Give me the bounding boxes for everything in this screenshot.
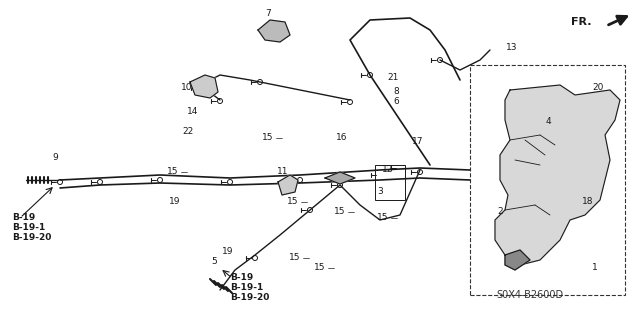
Text: 20: 20 bbox=[592, 84, 604, 93]
Text: 15: 15 bbox=[287, 197, 299, 206]
Text: 16: 16 bbox=[336, 133, 348, 143]
Text: B-19: B-19 bbox=[230, 273, 253, 283]
Text: 22: 22 bbox=[182, 128, 194, 137]
Text: 15: 15 bbox=[334, 207, 346, 217]
Text: 19: 19 bbox=[222, 248, 234, 256]
Text: 14: 14 bbox=[188, 108, 198, 116]
Text: 10: 10 bbox=[181, 84, 193, 93]
Bar bbox=[470, 65, 625, 295]
Text: FR.: FR. bbox=[572, 17, 592, 27]
Text: 17: 17 bbox=[412, 137, 424, 146]
Text: B-19-1: B-19-1 bbox=[230, 284, 263, 293]
Text: 18: 18 bbox=[582, 197, 594, 206]
Polygon shape bbox=[325, 172, 355, 184]
Text: 15: 15 bbox=[289, 254, 301, 263]
Text: B-19-1: B-19-1 bbox=[12, 224, 45, 233]
Polygon shape bbox=[505, 250, 530, 270]
Text: S0X4-B2600D: S0X4-B2600D bbox=[497, 290, 564, 300]
Text: 12: 12 bbox=[382, 166, 394, 174]
Text: 21: 21 bbox=[387, 73, 399, 83]
Text: 2: 2 bbox=[497, 207, 503, 217]
Text: B-19-20: B-19-20 bbox=[230, 293, 269, 302]
Text: 15: 15 bbox=[262, 133, 274, 143]
Polygon shape bbox=[190, 75, 218, 98]
Text: 19: 19 bbox=[169, 197, 180, 206]
Polygon shape bbox=[258, 20, 290, 42]
Text: 15: 15 bbox=[167, 167, 179, 176]
Text: 13: 13 bbox=[506, 43, 518, 53]
Text: 3: 3 bbox=[377, 188, 383, 197]
Text: 4: 4 bbox=[545, 117, 551, 127]
Text: 15: 15 bbox=[377, 213, 388, 222]
Text: 5: 5 bbox=[211, 257, 217, 266]
Text: 15: 15 bbox=[314, 263, 326, 272]
Bar bbox=[375, 165, 405, 200]
Text: 8: 8 bbox=[393, 87, 399, 97]
Text: 6: 6 bbox=[393, 98, 399, 107]
Text: B-19: B-19 bbox=[12, 213, 35, 222]
Text: 9: 9 bbox=[52, 153, 58, 162]
Polygon shape bbox=[278, 175, 298, 195]
Text: 11: 11 bbox=[277, 167, 289, 176]
Polygon shape bbox=[495, 85, 620, 265]
Text: 1: 1 bbox=[592, 263, 598, 272]
Text: 7: 7 bbox=[265, 10, 271, 19]
Text: B-19-20: B-19-20 bbox=[12, 234, 51, 242]
